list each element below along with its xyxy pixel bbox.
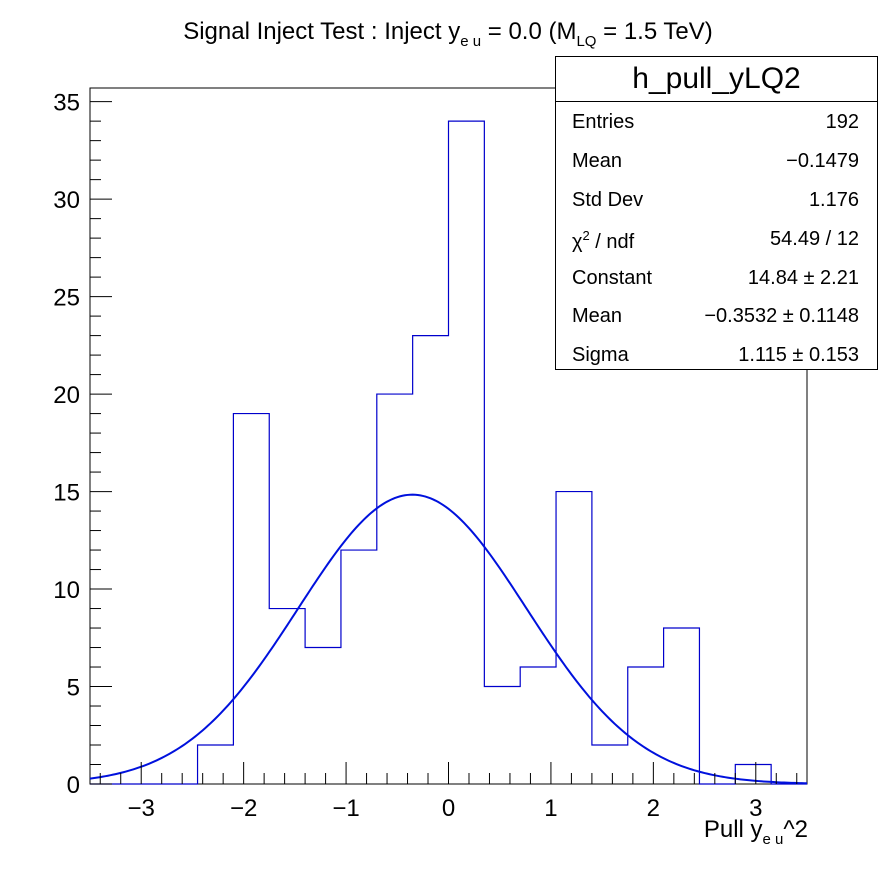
histogram-bin — [269, 609, 305, 784]
histogram-bin — [233, 414, 269, 784]
x-tick-label: −2 — [230, 795, 257, 822]
stats-row-std-dev: Std Dev 1.176 — [572, 188, 859, 211]
stats-row-mean: Mean −0.1479 — [572, 149, 859, 172]
y-tick-label: 25 — [53, 285, 80, 312]
stats-row-entries: Entries 192 — [572, 111, 859, 133]
y-tick-label: 5 — [67, 675, 80, 702]
histogram-bin — [592, 745, 628, 784]
histogram-outline — [90, 120, 807, 785]
y-tick-label: 10 — [53, 577, 80, 604]
stats-box: h_pull_yLQ2 Entries 192 Mean −0.1479 Std… — [555, 56, 878, 370]
x-tick-label: −3 — [128, 795, 155, 822]
x-tick-label: 2 — [647, 795, 660, 822]
x-tick-label: −1 — [332, 795, 359, 822]
histogram-bin — [413, 336, 449, 784]
histogram-bin — [484, 687, 520, 784]
stats-row-constant: Constant 14.84 ± 2.21 — [572, 266, 859, 289]
histogram-bin — [341, 550, 377, 784]
histogram-bin — [628, 667, 664, 784]
stats-row-chi2-ndf: χ2 / ndf 54.49 / 12 — [572, 227, 859, 253]
gaussian-fit-curve — [89, 493, 808, 785]
stats-box-title: h_pull_yLQ2 — [556, 57, 877, 102]
x-axis-label: Pull ye u^2 — [703, 816, 808, 848]
histogram-bin — [449, 121, 485, 784]
histogram-bin — [305, 648, 341, 784]
y-tick-label: 20 — [53, 382, 80, 409]
y-tick-label: 35 — [53, 90, 80, 117]
x-tick-label: 0 — [442, 795, 455, 822]
x-tick-label: 1 — [544, 795, 557, 822]
y-tick-label: 15 — [53, 480, 80, 507]
chart-title: Signal Inject Test : Inject ye u = 0.0 (… — [183, 18, 713, 50]
stats-row-fit-mean: Mean −0.3532 ± 0.1148 — [572, 305, 859, 328]
histogram-bin — [377, 394, 413, 784]
stats-row-sigma: Sigma 1.115 ± 0.153 — [572, 344, 859, 367]
y-tick-label: 0 — [67, 772, 80, 799]
histogram-bin — [556, 492, 592, 784]
x-tick-label: 3 — [749, 795, 762, 822]
y-tick-label: 30 — [53, 187, 80, 214]
